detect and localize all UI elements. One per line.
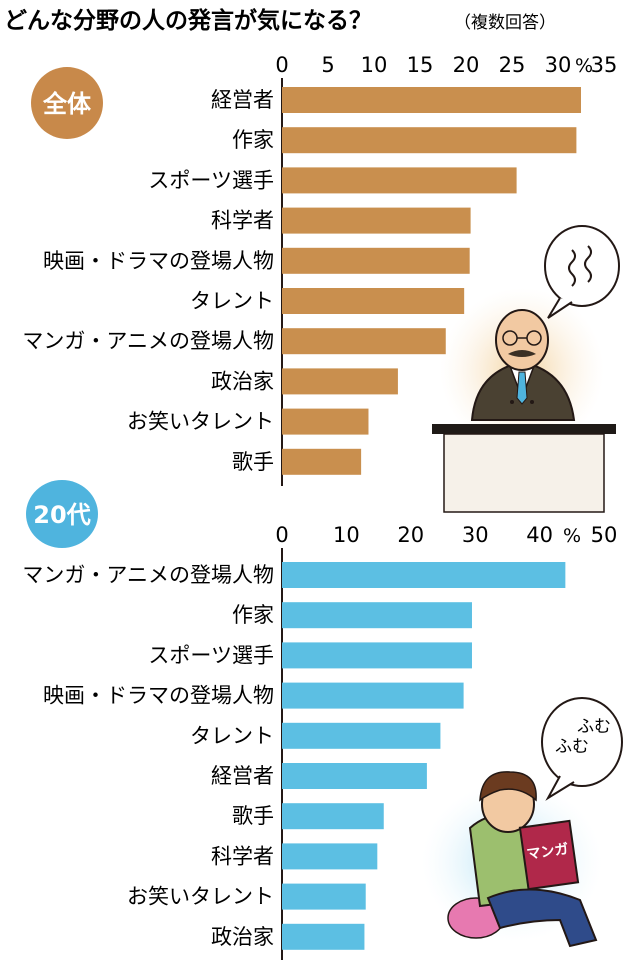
top-badge-circle xyxy=(31,67,103,139)
bottom-badge-label: 20代 xyxy=(33,501,90,529)
category-label: マンガ・アニメの登場人物 xyxy=(22,329,274,353)
bar xyxy=(282,87,581,113)
bar xyxy=(282,642,472,669)
podium-top xyxy=(432,424,616,434)
podium-front xyxy=(443,433,605,513)
x-tick-label: 25 xyxy=(499,53,526,77)
bar xyxy=(282,883,366,910)
category-label: 経営者 xyxy=(211,88,274,112)
bar xyxy=(282,763,427,789)
bar xyxy=(282,167,517,194)
top-badge-label: 全体 xyxy=(42,90,92,118)
bar xyxy=(282,207,471,234)
category-label: 映画・ドラマの登場人物 xyxy=(43,684,274,708)
bar xyxy=(282,843,378,870)
category-label: 経営者 xyxy=(211,764,274,788)
x-tick-label: 0 xyxy=(275,523,288,547)
chart-title: どんな分野の人の発言が気になる？ xyxy=(4,7,372,34)
unit-label: % xyxy=(575,55,593,77)
category-label: マンガ・アニメの登場人物 xyxy=(22,563,274,587)
unit-label: % xyxy=(563,525,581,547)
bar xyxy=(282,288,465,314)
bottom-badge: 20代 xyxy=(26,480,98,548)
category-label: お笑いタレント xyxy=(127,885,274,909)
category-label: 歌手 xyxy=(232,804,274,828)
category-label: スポーツ選手 xyxy=(148,168,274,192)
bar xyxy=(282,328,446,355)
category-label: お笑いタレント xyxy=(127,410,274,434)
bar xyxy=(282,562,566,588)
bottom-chart: 0 10 20 30 40 50% マンガ・アニメの登場人物作家スポーツ選手映画・ドラマの登… xyxy=(22,523,617,960)
manga-book xyxy=(518,819,580,891)
category-label: 映画・ドラマの登場人物 xyxy=(43,249,274,273)
x-tick-label: 20 xyxy=(453,53,480,77)
x-tick-label: 35 xyxy=(591,53,618,77)
bar xyxy=(282,247,470,274)
x-tick-label: 30 xyxy=(545,53,572,77)
businessman-at-podium-icon xyxy=(432,225,620,513)
bubble-text-1: ふむ xyxy=(577,717,611,737)
category-label: タレント xyxy=(190,289,274,313)
bar xyxy=(282,127,577,154)
category-label: 作家 xyxy=(232,603,274,627)
bar xyxy=(282,803,384,830)
x-tick-label: 5 xyxy=(321,53,334,77)
top-chart: 0 5 10 15 20 25 30 35% 経営者作家スポーツ選手科学者映画・ドラマの登場人物… xyxy=(22,53,617,486)
bubble-text-2: ふむ xyxy=(555,737,589,757)
x-tick-label: 50 xyxy=(591,523,618,547)
category-label: 政治家 xyxy=(211,369,274,393)
bottom-badge-circle xyxy=(26,480,98,548)
x-tick-label: 30 xyxy=(462,523,489,547)
x-tick-label: 0 xyxy=(275,53,288,77)
person-reading-manga-icon: ふむ ふむ マンガ xyxy=(422,697,623,948)
category-label: 政治家 xyxy=(211,925,274,949)
x-tick-label: 20 xyxy=(397,523,424,547)
x-tick-label: 10 xyxy=(333,523,360,547)
top-badge: 全体 xyxy=(31,67,103,139)
bar xyxy=(282,448,362,475)
category-label: 作家 xyxy=(232,128,274,152)
category-label: 歌手 xyxy=(232,450,274,474)
x-tick-label: 40 xyxy=(526,523,553,547)
x-tick-label: 15 xyxy=(407,53,434,77)
bar xyxy=(282,722,441,749)
category-label: 科学者 xyxy=(211,209,274,233)
category-label: スポーツ選手 xyxy=(148,643,274,667)
bar xyxy=(282,602,472,629)
bar xyxy=(282,368,398,395)
chart-title-note: （複数回答） xyxy=(454,13,556,33)
category-label: 科学者 xyxy=(211,844,274,868)
bar xyxy=(282,923,365,950)
bar xyxy=(282,682,464,709)
bar xyxy=(282,408,369,435)
book-label: マンガ xyxy=(526,841,570,863)
x-tick-label: 10 xyxy=(361,53,388,77)
category-label: タレント xyxy=(190,724,274,748)
